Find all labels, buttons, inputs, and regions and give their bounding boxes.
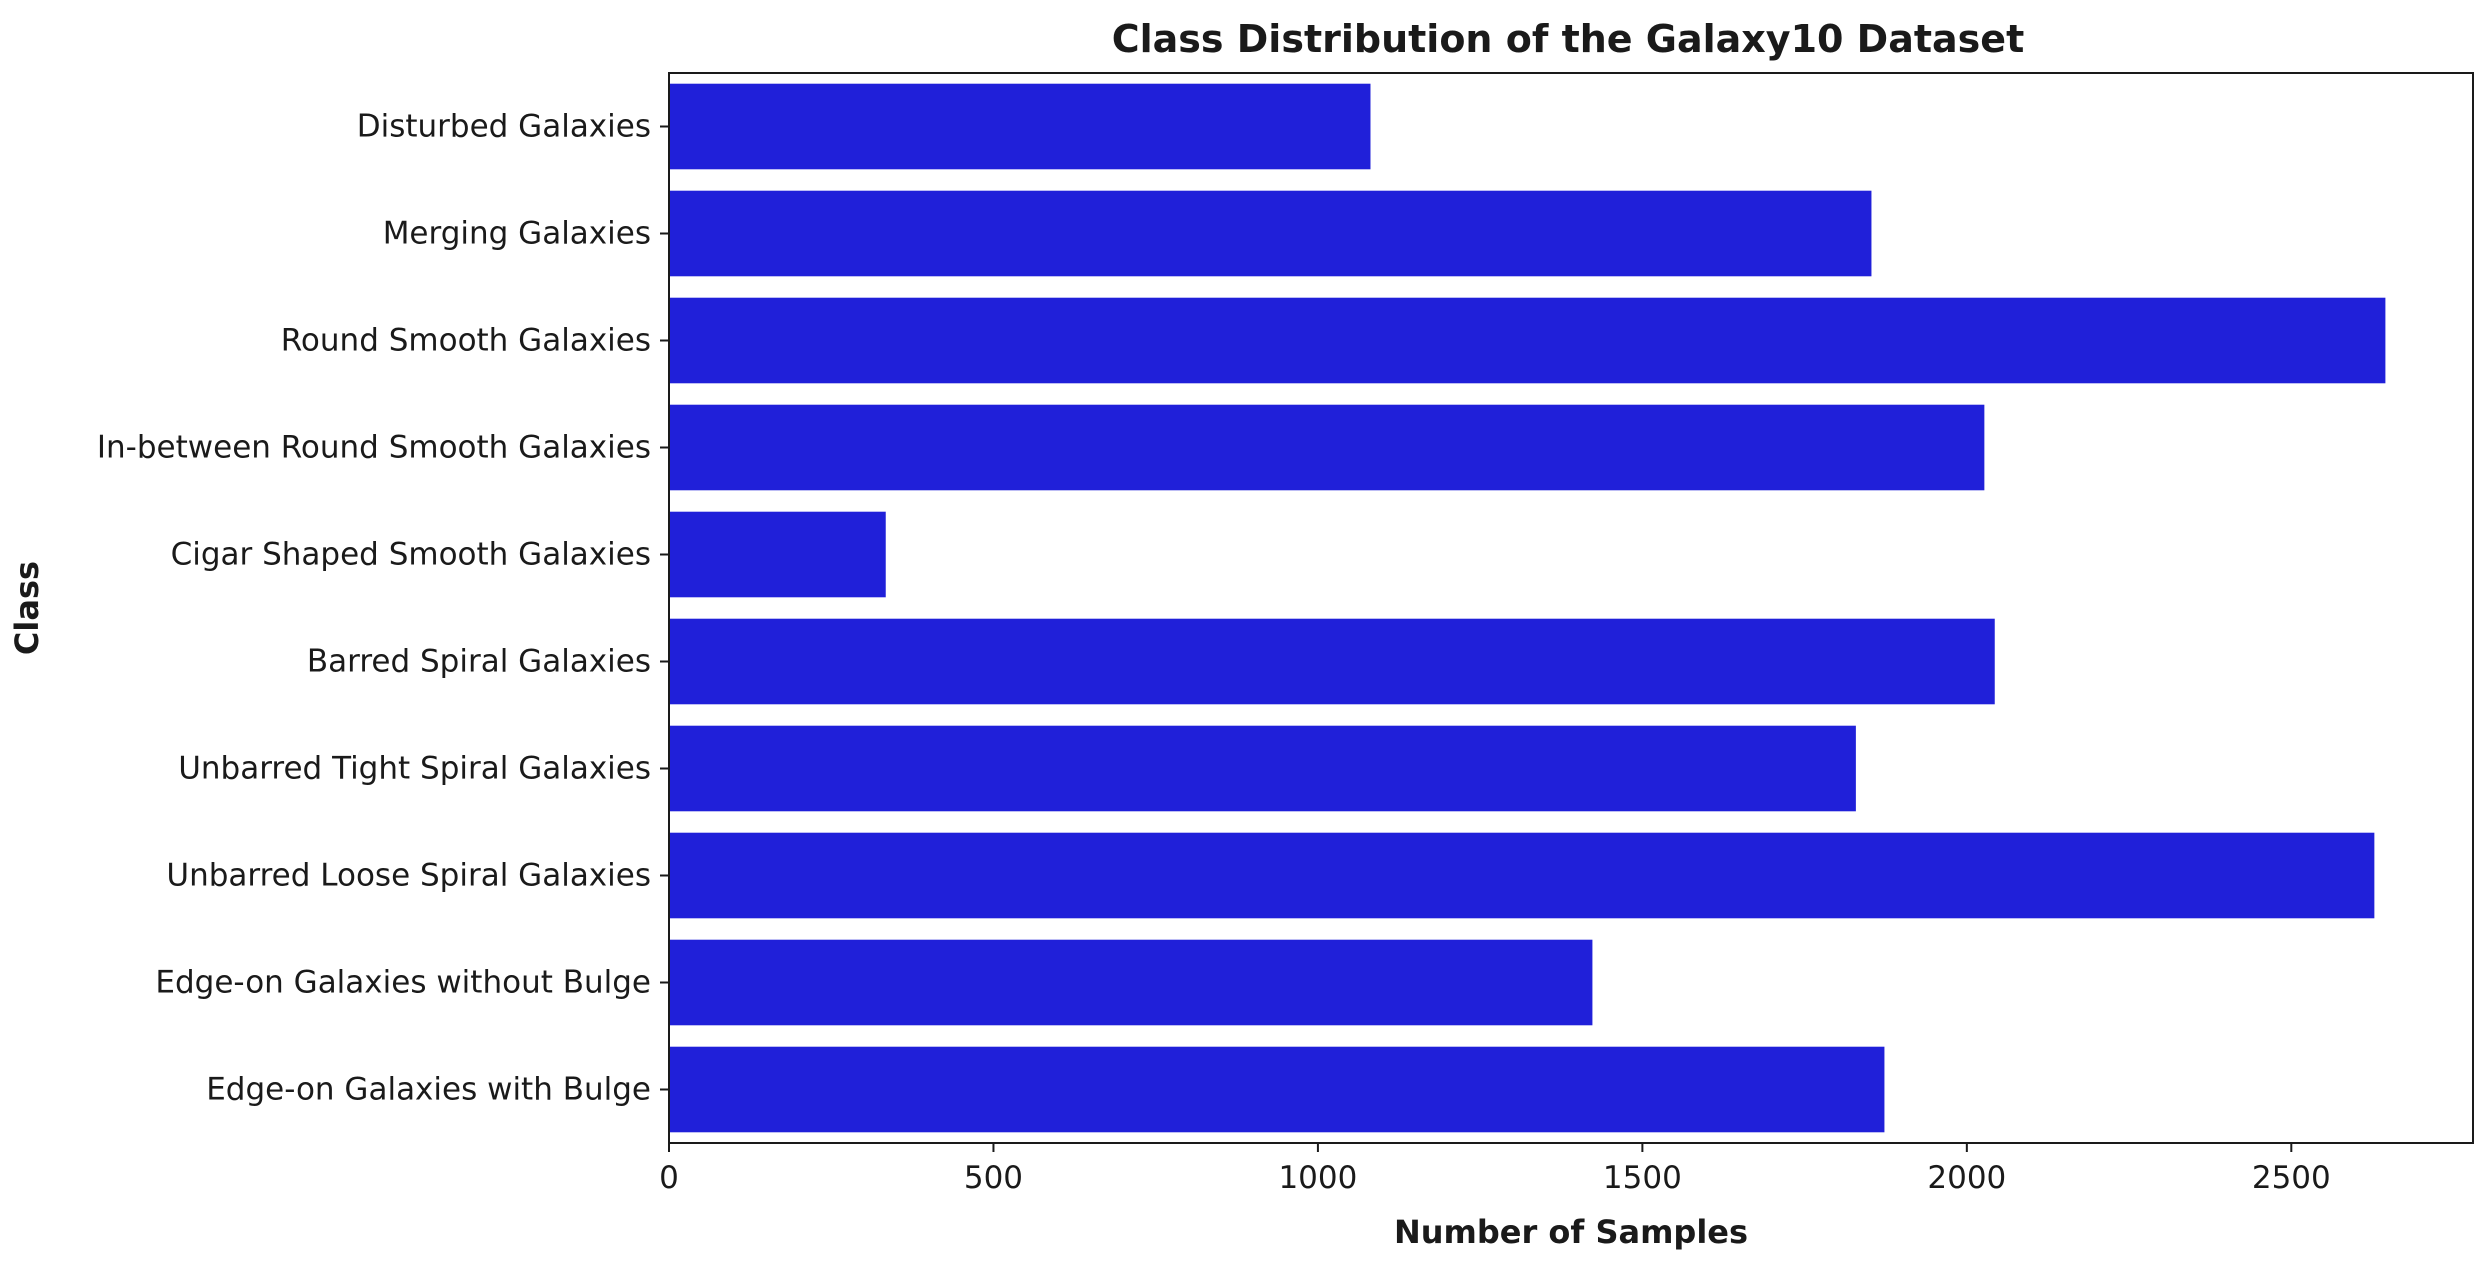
y-tick-label: Unbarred Loose Spiral Galaxies [166,858,651,894]
x-axis-label: Number of Samples [1394,1213,1748,1251]
y-tick-label: Cigar Shaped Smooth Galaxies [171,537,651,573]
y-axis-ticks: Disturbed Galaxies Merging Galaxies Round … [97,109,669,1108]
chart-title: Class Distribution of the Galaxy10 Datas… [1112,17,2025,61]
y-tick-label: Unbarred Tight Spiral Galaxies [178,751,651,787]
bar-2 [669,297,2386,384]
y-tick-label: Disturbed Galaxies [357,109,651,145]
bar-8 [669,939,1593,1026]
y-tick-label: In-between Round Smooth Galaxies [97,430,651,466]
bars [669,83,2386,1133]
x-tick-label: 500 [964,1160,1023,1196]
bar-6 [669,725,1856,812]
y-axis-label: Class [8,561,46,655]
x-tick-label: 2000 [1927,1160,2006,1196]
y-tick-label: Merging Galaxies [383,216,651,252]
x-tick-label: 1000 [1278,1160,1357,1196]
bar-0 [669,83,1371,170]
bar-4 [669,511,886,598]
x-tick-label: 1500 [1603,1160,1682,1196]
plot-frame [668,72,2474,1144]
y-tick-label: Barred Spiral Galaxies [307,644,651,680]
x-axis-ticks: 0 500 1000 1500 2000 2500 [659,1143,2331,1196]
y-tick-label: Edge-on Galaxies with Bulge [206,1072,651,1108]
bar-3 [669,404,1985,491]
bar-5 [669,618,1995,705]
bar-7 [669,832,2375,919]
bar-1 [669,190,1872,277]
x-tick-label: 0 [659,1160,679,1196]
y-tick-label: Edge-on Galaxies without Bulge [155,965,651,1001]
y-tick-label: Round Smooth Galaxies [281,323,651,359]
bar-9 [669,1046,1885,1133]
x-tick-label: 2500 [2252,1160,2331,1196]
